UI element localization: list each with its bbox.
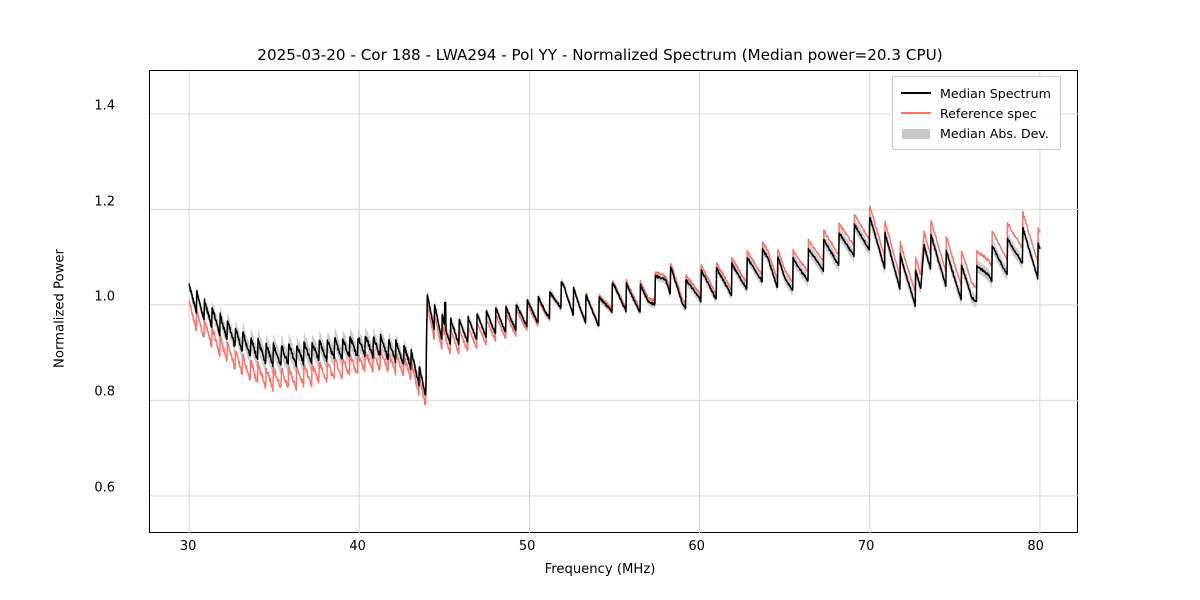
x-tick-label-2: 50 xyxy=(518,539,536,554)
legend-item-median-abs-dev: Median Abs. Dev. xyxy=(901,123,1051,143)
gridlines xyxy=(150,71,1079,534)
legend-label-reference: Reference spec xyxy=(940,105,1037,121)
legend-patch-icon-mad xyxy=(901,126,931,140)
legend-line-icon-reference xyxy=(901,106,931,120)
legend-line-icon-median xyxy=(901,86,931,100)
legend-label-mad: Median Abs. Dev. xyxy=(940,125,1049,141)
chart-title: 2025-03-20 - Cor 188 - LWA294 - Pol YY -… xyxy=(257,46,943,64)
y-tick-label-3: 1.2 xyxy=(94,194,115,210)
x-tick-label-3: 60 xyxy=(688,539,705,554)
x-tick-label-5: 80 xyxy=(1027,539,1044,554)
plot-svg xyxy=(150,71,1079,534)
y-tick-label-2: 1.0 xyxy=(94,289,115,305)
y-tick-label-1: 0.8 xyxy=(94,384,115,400)
legend-item-median-spectrum: Median Spectrum xyxy=(901,83,1051,103)
reference-spec-line xyxy=(188,205,1041,406)
legend-label-median: Median Spectrum xyxy=(940,85,1051,101)
x-tick-label-4: 70 xyxy=(857,539,875,554)
y-tick-label-0: 0.6 xyxy=(94,480,115,496)
y-axis-label: Normalized Power xyxy=(52,249,68,368)
legend: Median Spectrum Reference spec Median Ab… xyxy=(892,76,1061,150)
x-axis-label: Frequency (MHz) xyxy=(544,562,656,577)
y-tick-label-4: 1.4 xyxy=(94,98,115,114)
x-tick-label-0: 30 xyxy=(179,539,197,554)
median-abs-dev-band xyxy=(189,211,1040,402)
legend-item-reference-spec: Reference spec xyxy=(901,103,1051,123)
x-tick-label-1: 40 xyxy=(349,539,366,554)
median-spectrum-line xyxy=(188,216,1041,396)
